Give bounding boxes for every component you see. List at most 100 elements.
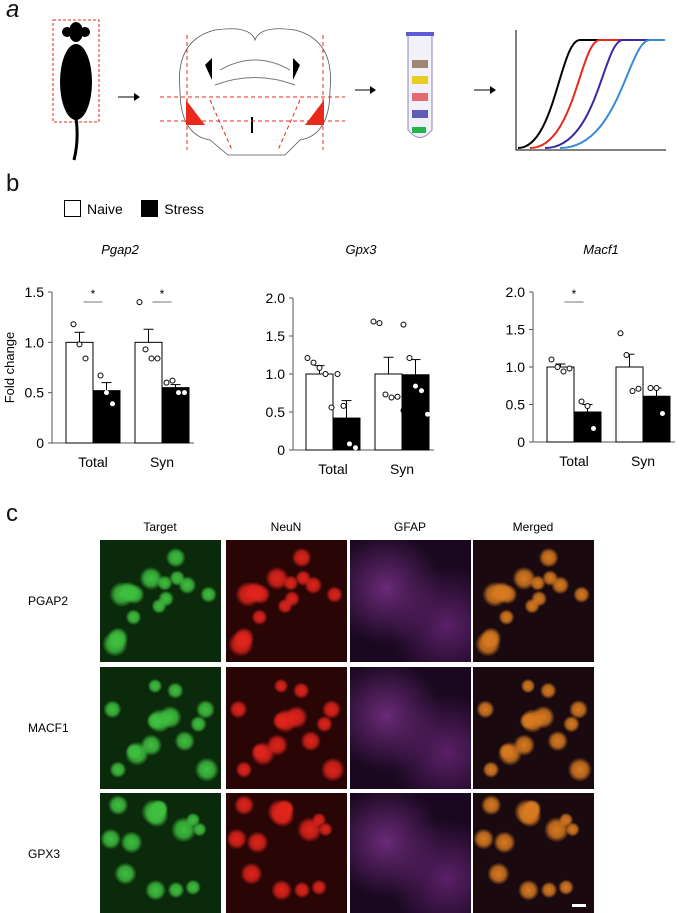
bar-stress [92,390,121,444]
data-point [316,364,323,371]
data-point [136,299,143,306]
workflow-diagram [52,19,666,161]
legend-naive: Naive [87,200,123,217]
chart-title: Pgap2 [101,242,139,257]
micrograph-macf1-neun [226,667,347,789]
data-point [560,368,567,375]
bar-stress [642,395,671,443]
data-point [394,393,401,400]
data-point [629,388,636,394]
arrow-icon [474,86,496,94]
data-point [97,372,104,379]
data-point [304,355,311,362]
bar-naive [615,366,644,443]
legend-swatch-stress [141,200,159,218]
data-point [370,318,377,325]
micrograph-gpx3-merged [473,793,594,913]
data-point [322,371,329,377]
data-point [376,320,383,327]
qpcr-amplification-curves [515,30,666,151]
data-point [82,355,89,362]
micrograph-gpx3-neun [226,793,347,913]
data-point [163,379,170,386]
y-tick-label: 0.5 [506,397,526,413]
column-header: NeuN [270,520,302,534]
column-header: Target [143,520,177,534]
bar-naive [546,366,575,443]
brain-section-icon [160,28,345,156]
bar-naive [65,341,94,444]
x-tick-label: Total [318,461,348,477]
data-point [328,404,335,411]
data-point [548,356,555,363]
data-point [591,426,596,431]
data-point [419,388,424,394]
bar-stress [332,417,361,451]
data-point [310,359,317,366]
data-point [154,355,161,362]
significance-marker: * [572,287,577,301]
data-point [76,341,83,348]
panel-label-b: b [6,170,20,197]
panel-label-c: c [6,500,18,527]
y-tick-label: 1.5 [25,284,45,300]
data-point [334,371,341,377]
column-header: Merged [512,520,554,534]
micrograph-pgap2-merged [473,540,594,662]
bar-stress [573,411,602,443]
data-point [148,355,155,362]
bar-naive [305,373,334,451]
y-tick-label: 1.0 [266,366,286,382]
micrograph-pgap2-target [100,540,221,662]
data-point [578,398,585,405]
micrograph-macf1-target [100,667,221,789]
data-point [142,346,149,353]
micrograph-macf1-merged [473,667,594,789]
data-point [388,394,395,401]
data-point [566,365,573,372]
x-tick-label: Total [78,454,108,470]
data-point [406,355,413,362]
row-label: GPX3 [28,847,61,861]
data-point [554,364,561,370]
data-point [617,330,624,337]
data-point [400,321,407,328]
data-point [584,403,591,409]
data-point [347,441,352,447]
y-tick-label: 0 [277,442,285,458]
data-point [110,401,115,407]
micrograph-macf1-gfap [350,667,471,789]
y-tick-label: 0 [36,435,44,451]
y-tick-label: 1.0 [506,359,526,375]
data-point [169,377,176,384]
significance-marker: * [160,287,165,301]
x-tick-label: Syn [390,461,414,477]
x-tick-label: Syn [150,454,174,470]
data-point [623,352,630,358]
row-label: MACF1 [28,721,69,735]
column-header: GFAP [393,520,426,534]
y-tick-label: 0.5 [25,385,45,401]
row-label: PGAP2 [28,594,69,608]
micrograph-gpx3-gfap [350,793,471,913]
significance-marker: * [91,287,96,301]
data-point [660,411,665,416]
data-point [653,385,660,391]
mouse-icon [52,19,100,161]
data-point [182,390,187,396]
test-tube-icon [406,32,434,138]
y-tick-label: 0 [517,434,525,450]
legend-stress: Stress [164,200,204,217]
data-point [425,411,430,417]
micrograph-pgap2-neun [226,540,347,662]
micrograph-gpx3-target [100,793,221,913]
data-point [413,383,418,389]
legend-swatch-naive [64,200,81,218]
data-point [353,445,358,451]
data-point [176,390,181,396]
data-point [70,321,77,328]
y-tick-label: 2.0 [266,290,286,306]
data-point [635,385,642,392]
y-axis-label: Fold change [2,332,17,404]
